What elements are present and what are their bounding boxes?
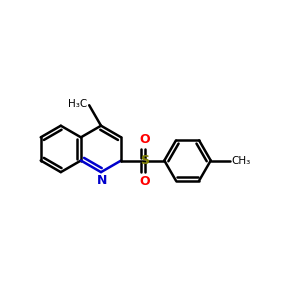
- Text: CH₃: CH₃: [231, 155, 250, 166]
- Text: O: O: [140, 175, 150, 188]
- Text: N: N: [97, 174, 107, 187]
- Text: S: S: [140, 154, 149, 167]
- Text: O: O: [140, 133, 150, 146]
- Text: H₃C: H₃C: [68, 99, 87, 109]
